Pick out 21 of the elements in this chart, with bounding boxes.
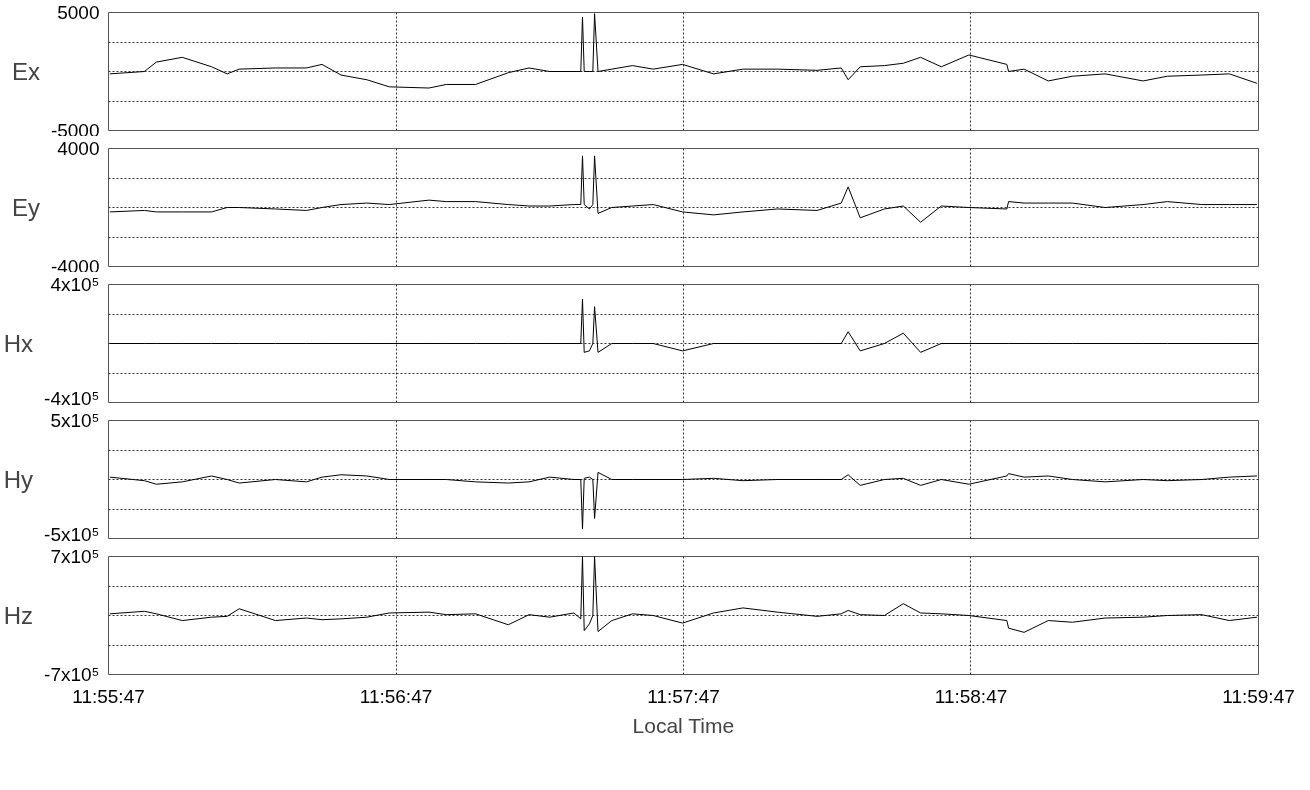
y-axis-title: Ey: [11, 194, 40, 221]
x-tick-label: 11:57:47: [647, 685, 720, 707]
y-tick-label: -4000: [50, 255, 100, 277]
y-tick-label: -5000: [50, 119, 100, 141]
y-tick-label: 5000: [57, 2, 100, 23]
y-tick-label: -7x10⁵: [44, 664, 100, 685]
y-tick-label: -5x10⁵: [44, 523, 100, 545]
y-tick-label: 4x10⁵: [50, 274, 100, 295]
y-axis-title: Ex: [11, 58, 40, 85]
y-axis-title: Hz: [3, 602, 34, 629]
y-tick-label: 7x10⁵: [50, 546, 100, 567]
x-tick-label: 11:55:47: [72, 685, 145, 707]
y-tick-label: 5x10⁵: [50, 410, 100, 431]
y-tick-label: 4000: [57, 138, 100, 159]
y-tick-label: -4x10⁵: [44, 387, 100, 409]
x-axis-title: Local Time: [632, 713, 735, 737]
y-axis-title: Hx: [3, 330, 34, 357]
x-tick-label: 11:58:47: [934, 685, 1008, 707]
x-tick-label: 11:59:47: [1222, 685, 1295, 707]
x-tick-label: 11:56:47: [359, 685, 433, 707]
y-axis-title: Hy: [3, 466, 34, 493]
